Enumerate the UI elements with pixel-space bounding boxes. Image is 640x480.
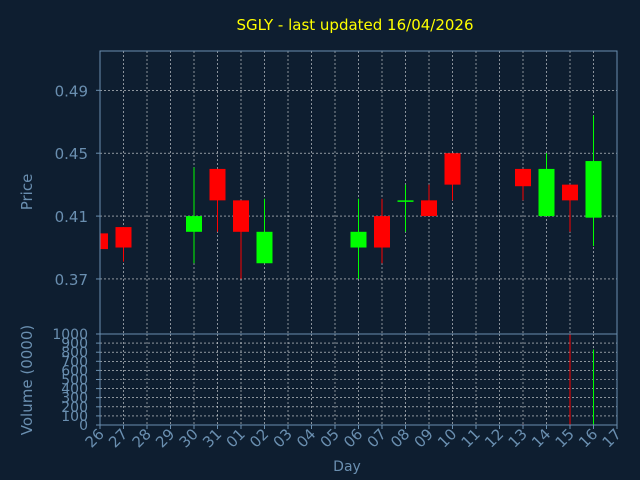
candle bbox=[256, 198, 273, 264]
x-tick-label: 16 bbox=[575, 425, 601, 451]
price-y-tick-label: 0.45 bbox=[55, 145, 88, 163]
volume-y-tick-label: 500 bbox=[61, 373, 88, 389]
x-tick-label: 15 bbox=[552, 425, 578, 451]
axes: 0.37 0.41 0.45 0.49 010020030040050060070080… bbox=[52, 50, 625, 451]
volume-y-tick-label: 900 bbox=[61, 336, 88, 352]
candle bbox=[374, 198, 390, 264]
volume-grid bbox=[99, 333, 618, 426]
price-y-tick-label: 0.41 bbox=[55, 208, 88, 226]
volume-y-tick-label: 800 bbox=[61, 345, 88, 361]
candle bbox=[538, 153, 555, 217]
x-tick-label: 03 bbox=[270, 425, 296, 451]
candle-body bbox=[538, 168, 555, 217]
price-y-tick-label: 0.49 bbox=[55, 82, 88, 100]
price-axis-label: Price bbox=[18, 174, 36, 211]
x-tick-label: 27 bbox=[105, 425, 131, 451]
candle bbox=[421, 184, 437, 217]
candle bbox=[444, 153, 461, 201]
x-tick-label: 04 bbox=[293, 425, 319, 451]
volume-y-tick-label: 300 bbox=[61, 391, 88, 407]
x-tick-label: 13 bbox=[505, 425, 531, 451]
x-tick-label: 05 bbox=[317, 425, 343, 451]
x-tick-label: 11 bbox=[458, 425, 484, 451]
volume-y-tick-label: 400 bbox=[61, 382, 88, 398]
candle bbox=[585, 115, 602, 246]
price-y-tick-label: 0.37 bbox=[55, 271, 88, 289]
candle bbox=[115, 227, 132, 262]
volume-y-tick-label: 700 bbox=[61, 354, 88, 370]
candle-body bbox=[100, 233, 108, 250]
candle bbox=[562, 184, 578, 232]
x-tick-label: 10 bbox=[434, 425, 460, 451]
x-tick-label: 02 bbox=[246, 425, 272, 451]
candle-body bbox=[421, 200, 437, 217]
candle bbox=[186, 167, 202, 264]
candle-body bbox=[515, 168, 531, 187]
candle-body bbox=[256, 231, 273, 264]
candle bbox=[350, 198, 367, 279]
chart-title: SGLY - last updated 16/04/2026 bbox=[236, 16, 473, 34]
candle bbox=[99, 233, 108, 250]
volume-y-tick-label: 0 bbox=[79, 418, 88, 434]
labels: SGLY - last updated 16/04/2026 Price Vol… bbox=[18, 16, 474, 475]
candle-body bbox=[233, 200, 249, 232]
candle bbox=[233, 200, 249, 279]
candle bbox=[209, 168, 226, 232]
volume-y-tick-label: 200 bbox=[61, 400, 88, 416]
x-tick-label: 17 bbox=[599, 425, 625, 451]
candle-body bbox=[374, 216, 390, 248]
x-tick-label: 12 bbox=[481, 425, 507, 451]
candle-body bbox=[562, 184, 578, 201]
candle bbox=[397, 184, 414, 232]
x-axis-label: Day bbox=[333, 459, 361, 475]
x-tick-label: 07 bbox=[364, 425, 390, 451]
volume-y-tick-label: 100 bbox=[61, 409, 88, 425]
candle-body bbox=[350, 231, 367, 248]
candle-body bbox=[115, 227, 132, 248]
candle bbox=[515, 168, 531, 201]
x-tick-label: 09 bbox=[411, 425, 437, 451]
x-tick-label: 29 bbox=[152, 425, 178, 451]
x-tick-label: 08 bbox=[387, 425, 413, 451]
x-tick-label: 31 bbox=[199, 425, 225, 451]
x-tick-label: 06 bbox=[340, 425, 366, 451]
volume-y-tick-label: 600 bbox=[61, 363, 88, 379]
volume-axis-label: Volume (0000) bbox=[18, 325, 36, 435]
candle-body bbox=[209, 168, 226, 201]
x-tick-label: 30 bbox=[176, 425, 202, 451]
candle-body bbox=[444, 153, 461, 185]
x-tick-label: 01 bbox=[223, 425, 249, 451]
candle-body bbox=[186, 216, 202, 232]
candles bbox=[99, 115, 602, 279]
x-tick-label: 14 bbox=[528, 425, 554, 451]
x-tick-label: 28 bbox=[129, 425, 155, 451]
candle-body bbox=[397, 200, 414, 202]
volume-y-tick-label: 1000 bbox=[52, 327, 88, 343]
candle-body bbox=[585, 161, 602, 218]
